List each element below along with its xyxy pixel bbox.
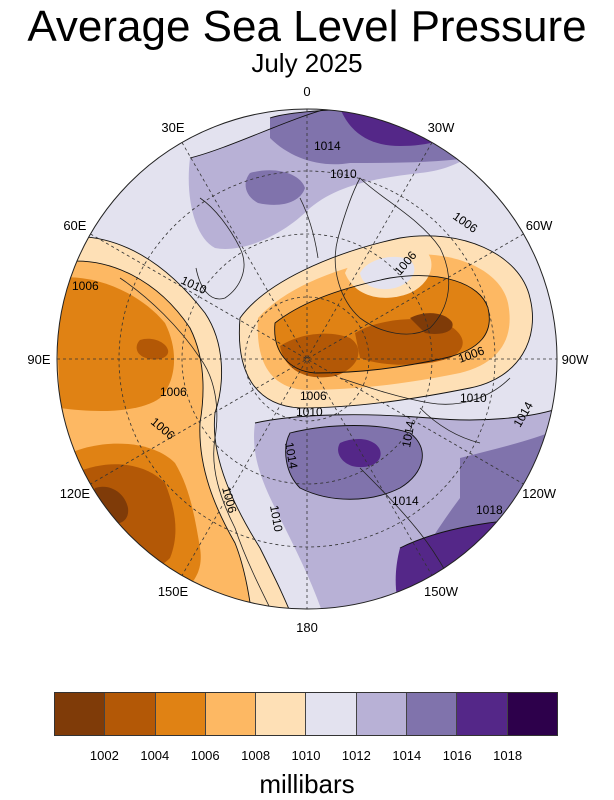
longitude-label: 120W — [522, 486, 557, 501]
legend-tick-label: 1004 — [140, 748, 170, 763]
legend-swatch — [356, 693, 408, 735]
map-title: Average Sea Level Pressure — [27, 2, 587, 51]
contour-label: 1018 — [476, 503, 503, 517]
legend-units: millibars — [259, 769, 355, 799]
longitude-label: 150E — [158, 584, 189, 599]
contour-label: 1010 — [330, 167, 357, 181]
longitude-label: 180 — [296, 620, 318, 635]
contour-label: 1014 — [314, 139, 341, 153]
legend-swatch — [457, 693, 508, 735]
legend-tick-label: 1018 — [493, 748, 523, 763]
longitude-labels: 0 30W 60W 90W 120W 150W 180 150E 120E 90E 60E 30E — [27, 84, 589, 635]
polar-pressure-map: 1014 1010 1006 1006 1006 1006 1010 1006 … — [27, 84, 589, 635]
longitude-label: 60E — [63, 218, 86, 233]
contour-label: 1006 — [72, 279, 99, 293]
contour-label: 1014 — [392, 494, 419, 508]
legend-tick-label: 1008 — [241, 748, 271, 763]
contour-label: 1010 — [460, 391, 487, 405]
longitude-label: 120E — [60, 486, 91, 501]
legend-swatch — [55, 693, 106, 735]
legend-swatch — [105, 693, 156, 735]
legend-swatch — [407, 693, 458, 735]
longitude-label: 60W — [526, 218, 553, 233]
legend-swatch — [205, 693, 257, 735]
pressure-fill-layer — [57, 109, 557, 609]
contour-label: 1010 — [296, 405, 323, 419]
longitude-label: 30W — [428, 120, 455, 135]
contour-label: 1014 — [399, 419, 417, 448]
contour-label: 1006 — [219, 485, 240, 515]
longitude-label: 90E — [27, 352, 50, 367]
legend-swatch — [507, 693, 557, 735]
legend-tick-label: 1002 — [89, 748, 119, 763]
longitude-label: 0 — [303, 84, 310, 99]
longitude-label: 150W — [424, 584, 459, 599]
legend-swatch — [155, 693, 206, 735]
legend-tick-label: 1014 — [392, 748, 422, 763]
legend-tick-labels: 1002 1004 1006 1008 1010 1012 1014 1016 1018 — [54, 748, 558, 766]
legend-swatch — [256, 693, 307, 735]
legend-tick-label: 1016 — [442, 748, 472, 763]
color-legend — [54, 692, 558, 736]
legend-tick-label: 1006 — [190, 748, 220, 763]
contour-label: 1010 — [267, 504, 285, 533]
contour-label: 1006 — [300, 389, 327, 403]
legend-swatch — [306, 693, 357, 735]
legend-tick-label: 1010 — [291, 748, 321, 763]
longitude-label: 90W — [562, 352, 589, 367]
map-subtitle: July 2025 — [251, 48, 363, 78]
graticule — [57, 109, 557, 609]
contour-label: 1014 — [282, 441, 300, 470]
contour-label: 1006 — [160, 385, 187, 399]
longitude-label: 30E — [161, 120, 184, 135]
map-border — [56, 108, 558, 610]
legend-tick-label: 1012 — [341, 748, 371, 763]
